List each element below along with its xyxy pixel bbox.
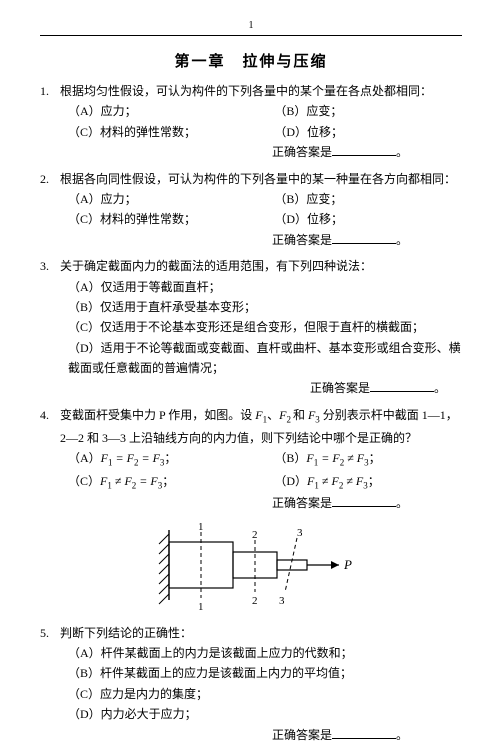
question-1: 1.根据均匀性假设，可认为构件的下列各量中的某个量在各点处都相同： （A）应力；… bbox=[40, 81, 462, 163]
q5-opt-d: （D）内力必大于应力； bbox=[40, 704, 462, 724]
q2-ans-label: 正确答案是 bbox=[272, 233, 332, 247]
q4-opt-b: （B）F1 = F2 ≠ F3； bbox=[274, 448, 462, 471]
q5-opt-b: （B）杆件某截面上的应力是该截面上内力的平均值； bbox=[40, 663, 462, 683]
q1-opt-c: （C）材料的弹性常数； bbox=[68, 122, 274, 142]
diagram-label-3-top: 3 bbox=[297, 527, 303, 539]
chapter-title: 第一章 拉伸与压缩 bbox=[40, 50, 462, 71]
diagram-label-1-bot: 1 bbox=[198, 601, 204, 613]
q1-stem: 1.根据均匀性假设，可认为构件的下列各量中的某个量在各点处都相同： bbox=[40, 81, 462, 101]
q4-opt-a: （A）F1 = F2 = F3； bbox=[68, 448, 274, 471]
q2-num: 2. bbox=[40, 169, 60, 189]
question-4: 4.变截面杆受集中力 P 作用，如图。设 F1、F2和 F3 分别表示杆中截面 … bbox=[40, 405, 462, 514]
q1-ans-label: 正确答案是 bbox=[272, 145, 332, 159]
q5-opt-a: （A）杆件某截面上的内力是该截面上应力的代数和； bbox=[40, 643, 462, 663]
q3-answer: 正确答案是 。 bbox=[40, 378, 462, 398]
q4-opt-c: （C）F1 ≠ F2 = F3； bbox=[68, 471, 274, 494]
q3-opt-c: （C）仅适用于不论基本变形还是组合变形，但限于直杆的横截面； bbox=[40, 317, 462, 337]
q1-ans-tail: 。 bbox=[396, 145, 408, 159]
q2-blank bbox=[332, 232, 396, 244]
question-5: 5.判断下列结论的正确性： （A）杆件某截面上的内力是该截面上应力的代数和； （… bbox=[40, 623, 462, 745]
diagram-label-3-bot: 3 bbox=[279, 595, 285, 607]
q3-ans-label: 正确答案是 bbox=[310, 381, 370, 395]
q4-text1b: 分别表示杆中截面 1—1， bbox=[320, 408, 458, 422]
q4-diagram: P 1 1 2 2 3 3 bbox=[40, 520, 462, 619]
q4-opt-d: （D）F1 ≠ F2 ≠ F3； bbox=[274, 471, 462, 494]
q2-opt-b: （B）应变； bbox=[274, 189, 462, 209]
q3-num: 3. bbox=[40, 256, 60, 276]
q4-line2: 2—2 和 3—3 上沿轴线方向的内力值，则下列结论中哪个是正确的？ bbox=[40, 428, 462, 448]
q1-opt-d: （D）位移； bbox=[274, 122, 462, 142]
q1-opt-b: （B）应变； bbox=[274, 101, 462, 121]
q2-opt-d: （D）位移； bbox=[274, 209, 462, 229]
q2-stem: 2.根据各向同性假设，可认为构件的下列各量中的某一种量在各方向都相同： bbox=[40, 169, 462, 189]
diagram-label-1-top: 1 bbox=[198, 521, 204, 533]
q1-opt-a: （A）应力； bbox=[68, 101, 274, 121]
q5-ans-label: 正确答案是 bbox=[272, 728, 332, 742]
q3-text: 关于确定截面内力的截面法的适用范围，有下列四种说法： bbox=[60, 259, 372, 273]
q1-answer: 正确答案是 。 bbox=[40, 142, 462, 162]
q4-answer: 正确答案是 。 bbox=[40, 493, 462, 513]
q3-opt-b: （B）仅适用于直杆承受基本变形； bbox=[40, 297, 462, 317]
question-2: 2.根据各向同性假设，可认为构件的下列各量中的某一种量在各方向都相同： （A）应… bbox=[40, 169, 462, 251]
q2-opt-a: （A）应力； bbox=[68, 189, 274, 209]
q2-text: 根据各向同性假设，可认为构件的下列各量中的某一种量在各方向都相同： bbox=[60, 172, 456, 186]
q3-ans-tail: 。 bbox=[434, 381, 446, 395]
q2-opt-c: （C）材料的弹性常数； bbox=[68, 209, 274, 229]
q2-ans-tail: 。 bbox=[396, 233, 408, 247]
q5-answer: 正确答案是 。 bbox=[40, 725, 462, 745]
q3-stem: 3.关于确定截面内力的截面法的适用范围，有下列四种说法： bbox=[40, 256, 462, 276]
page-number: 1 bbox=[40, 20, 462, 31]
q1-text: 根据均匀性假设，可认为构件的下列各量中的某个量在各点处都相同： bbox=[60, 84, 432, 98]
q5-opt-c: （C）应力是内力的集度； bbox=[40, 684, 462, 704]
diagram-label-2-top: 2 bbox=[252, 529, 258, 541]
question-3: 3.关于确定截面内力的截面法的适用范围，有下列四种说法： （A）仅适用于等截面直… bbox=[40, 256, 462, 399]
q4-text1a: 变截面杆受集中力 P 作用，如图。设 bbox=[60, 408, 255, 422]
q5-num: 5. bbox=[40, 623, 60, 643]
q2-answer: 正确答案是 。 bbox=[40, 230, 462, 250]
q4-ans-label: 正确答案是 bbox=[272, 496, 332, 510]
header-rule bbox=[40, 35, 462, 36]
q4-blank bbox=[332, 495, 396, 507]
q4-ans-tail: 。 bbox=[396, 496, 408, 510]
q5-text: 判断下列结论的正确性： bbox=[60, 626, 192, 640]
q5-stem: 5.判断下列结论的正确性： bbox=[40, 623, 462, 643]
q4-line1: 4.变截面杆受集中力 P 作用，如图。设 F1、F2和 F3 分别表示杆中截面 … bbox=[40, 405, 462, 428]
q5-blank bbox=[332, 727, 396, 739]
q3-opt-a: （A）仅适用于等截面直杆； bbox=[40, 277, 462, 297]
q3-opt-d: （D）适用于不论等截面或变截面、直杆或曲杆、基本变形或组合变形、横截面或任意截面… bbox=[40, 338, 462, 379]
q1-num: 1. bbox=[40, 81, 60, 101]
q5-ans-tail: 。 bbox=[396, 728, 408, 742]
q3-blank bbox=[370, 380, 434, 392]
q4-num: 4. bbox=[40, 405, 60, 425]
q1-blank bbox=[332, 144, 396, 156]
diagram-label-2-bot: 2 bbox=[252, 595, 258, 607]
diagram-label-P: P bbox=[343, 557, 352, 572]
